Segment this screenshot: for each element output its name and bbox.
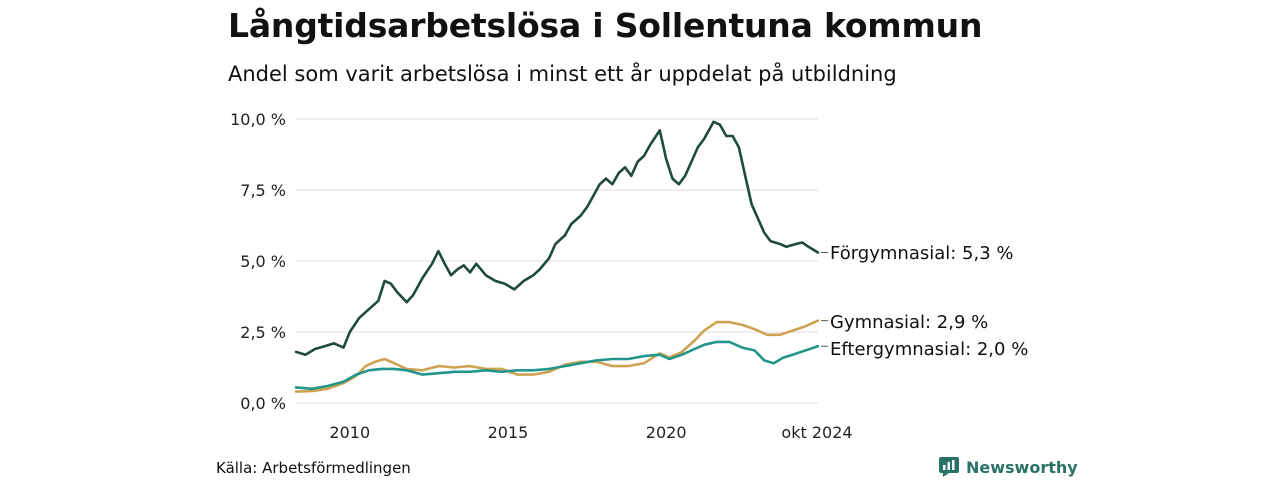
series-line-eftergymnasial	[294, 340, 820, 391]
end-label-eftergymnasial: Eftergymnasial: 2,0 %	[830, 339, 1028, 360]
y-tick-label: 0,0 %	[240, 394, 286, 413]
x-axis-ticks: 2010 2015 2020 okt 2024	[329, 423, 852, 442]
brand-logo: Newsworthy	[938, 456, 1078, 478]
x-tick-label: okt 2024	[781, 423, 852, 442]
brand-name: Newsworthy	[966, 457, 1078, 477]
y-axis-ticks: 0,0 % 2,5 % 5,0 % 7,5 % 10,0 %	[230, 110, 286, 413]
y-tick-label: 7,5 %	[240, 181, 286, 200]
series-line-gymnasial	[294, 319, 820, 393]
series-lines	[294, 120, 820, 393]
y-tick-label: 10,0 %	[230, 110, 286, 129]
y-tick-label: 5,0 %	[240, 252, 286, 271]
y-tick-label: 2,5 %	[240, 323, 286, 342]
end-label-förgymnasial: Förgymnasial: 5,3 %	[830, 243, 1014, 264]
chart-title: Långtidsarbetslösa i Sollentuna kommun	[228, 6, 983, 45]
grid-lines	[296, 118, 818, 404]
x-tick-label: 2020	[646, 423, 687, 442]
source-note: Källa: Arbetsförmedlingen	[216, 459, 411, 477]
x-tick-label: 2010	[329, 423, 370, 442]
series-line-förgymnasial	[294, 120, 820, 356]
newsworthy-icon	[939, 457, 959, 477]
chart-subtitle: Andel som varit arbetslösa i minst ett å…	[228, 62, 897, 86]
x-tick-label: 2015	[488, 423, 529, 442]
end-labels: Förgymnasial: 5,3 % Gymnasial: 2,9 % Efter…	[821, 243, 1028, 360]
end-label-gymnasial: Gymnasial: 2,9 %	[830, 312, 988, 333]
